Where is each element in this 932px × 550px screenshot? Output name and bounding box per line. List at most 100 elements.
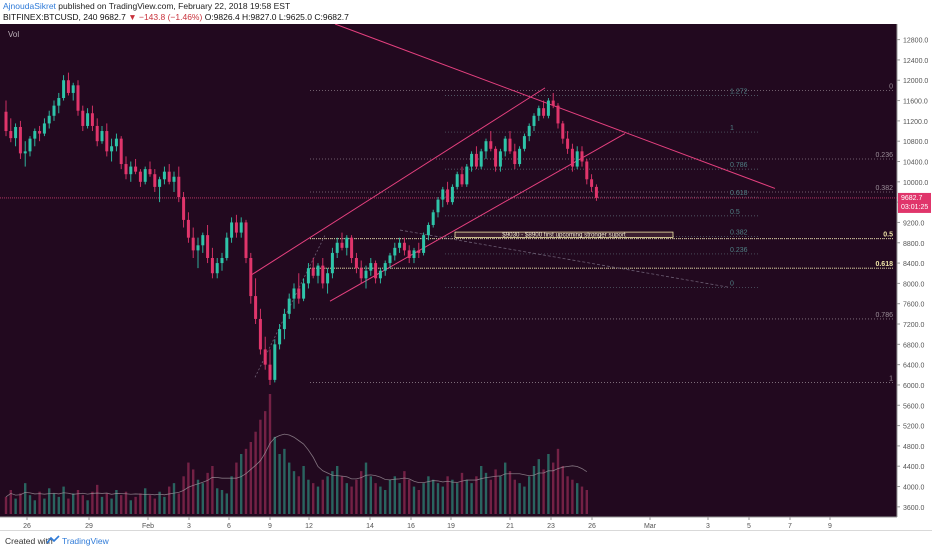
candle-body: [76, 85, 80, 111]
candle-body: [575, 151, 579, 167]
volume-bar: [105, 493, 108, 514]
fib-ext-label: 0.236: [730, 247, 748, 254]
candle-body: [273, 344, 277, 380]
candle-body: [378, 270, 382, 279]
time-tick-label: 9: [828, 523, 832, 530]
volume-bar: [537, 459, 540, 514]
fib-ext-label: 0.5: [730, 209, 740, 216]
candle-body: [220, 257, 224, 264]
candle-body: [551, 100, 555, 106]
volume-bar: [254, 431, 257, 514]
price-tick-label: 10400.0: [903, 160, 928, 167]
candle-body: [258, 318, 262, 350]
volume-bar: [446, 476, 449, 514]
candle-body: [537, 108, 541, 116]
plot-background: [0, 24, 932, 530]
candle-body: [431, 212, 435, 225]
price-tick-label: 12000.0: [903, 78, 928, 85]
time-tick-label: Mar: [644, 523, 657, 530]
candle-body: [489, 141, 493, 149]
volume-bar: [48, 488, 51, 514]
candle-body: [148, 169, 152, 175]
fib-level-label: 0: [889, 83, 893, 90]
candle-body: [172, 176, 176, 182]
volume-bar: [115, 490, 118, 514]
symbol-line: BITFINEX:BTCUSD, 240 9682.7 ▼ −143.8 (−1…: [3, 12, 349, 22]
price-tick-label: 9200.0: [903, 220, 925, 227]
price-chart[interactable]: Vol12800.012400.012000.011600.011200.010…: [0, 23, 932, 530]
volume-bar: [62, 486, 65, 514]
volume-bar: [508, 471, 512, 514]
volume-bar: [134, 496, 137, 514]
candle-body: [28, 138, 32, 152]
volume-bar: [350, 486, 353, 514]
volume-bar: [398, 483, 401, 514]
candle-body: [196, 245, 200, 251]
price-tick-label: 6000.0: [903, 383, 925, 390]
volume-bar: [321, 479, 324, 514]
symbol-label: BITFINEX:BTCUSD, 240: [3, 12, 98, 22]
fib-level-label: 0.786: [875, 312, 893, 319]
price-tick-label: 5600.0: [903, 403, 925, 410]
volume-bar: [120, 495, 123, 514]
volume-bar: [465, 479, 468, 514]
chart-area[interactable]: Vol 12800.0 12400.0 12000.0 11600.0 11200.0 10…: [0, 23, 932, 530]
price-tick-label: 8000.0: [903, 281, 925, 288]
volume-bar: [192, 469, 195, 514]
volume-bar: [532, 466, 536, 514]
volume-bar: [384, 490, 387, 514]
time-tick-label: 5: [747, 523, 751, 530]
volume-bar: [585, 490, 588, 514]
fib-level-label: 0.618: [875, 261, 893, 268]
fib-level-label: 1: [889, 375, 893, 382]
bar-countdown-label: 03:01:25: [901, 204, 928, 211]
candle-body: [239, 222, 243, 233]
volume-bar: [307, 479, 310, 514]
candle-body: [225, 237, 229, 258]
price-tick-label: 4800.0: [903, 444, 925, 451]
volume-bar: [153, 498, 156, 514]
candle-body: [182, 197, 186, 220]
candle-body: [580, 151, 584, 162]
candle-body: [412, 250, 416, 258]
candle-body: [215, 263, 219, 274]
volume-bar: [264, 411, 267, 514]
time-tick-label: 29: [85, 523, 93, 530]
candle-body: [532, 115, 536, 126]
volume-bar: [225, 493, 228, 514]
volume-bar: [374, 483, 377, 514]
candle-body: [23, 151, 27, 154]
volume-bar: [312, 483, 315, 514]
price-tick-label: 7600.0: [903, 302, 925, 309]
volume-bar: [28, 495, 32, 514]
volume-bar: [33, 500, 36, 514]
volume-bar: [388, 479, 392, 514]
support-zone-box: [454, 231, 674, 238]
time-tick-label: 14: [366, 523, 374, 530]
volume-bar: [580, 486, 584, 514]
published-text: published on TradingView.com, February 2…: [58, 1, 291, 11]
volume-bar: [345, 483, 348, 514]
candle-body: [542, 108, 546, 116]
volume-bar: [144, 488, 147, 514]
volume-bar: [576, 483, 579, 514]
volume-bar: [211, 466, 214, 514]
volume-bar: [360, 471, 363, 514]
volume-bar: [470, 483, 473, 514]
candle-body: [522, 136, 526, 149]
volume-bar: [19, 493, 22, 514]
volume-bar: [547, 454, 550, 514]
author-link[interactable]: AjnoudaSikret: [3, 1, 56, 11]
candle-body: [561, 123, 565, 139]
time-tick-label: 3: [187, 523, 191, 530]
candle-body: [527, 125, 531, 137]
volume-bar: [528, 476, 531, 514]
candle-body: [594, 186, 598, 198]
volume-bar: [259, 419, 262, 514]
volume-bar: [340, 476, 344, 514]
volume-bar: [216, 488, 219, 514]
volume-bar: [38, 491, 41, 514]
fib-ext-label: 0.786: [730, 162, 748, 169]
tradingview-brand[interactable]: TradingView: [62, 536, 109, 546]
candle-body: [287, 298, 291, 314]
